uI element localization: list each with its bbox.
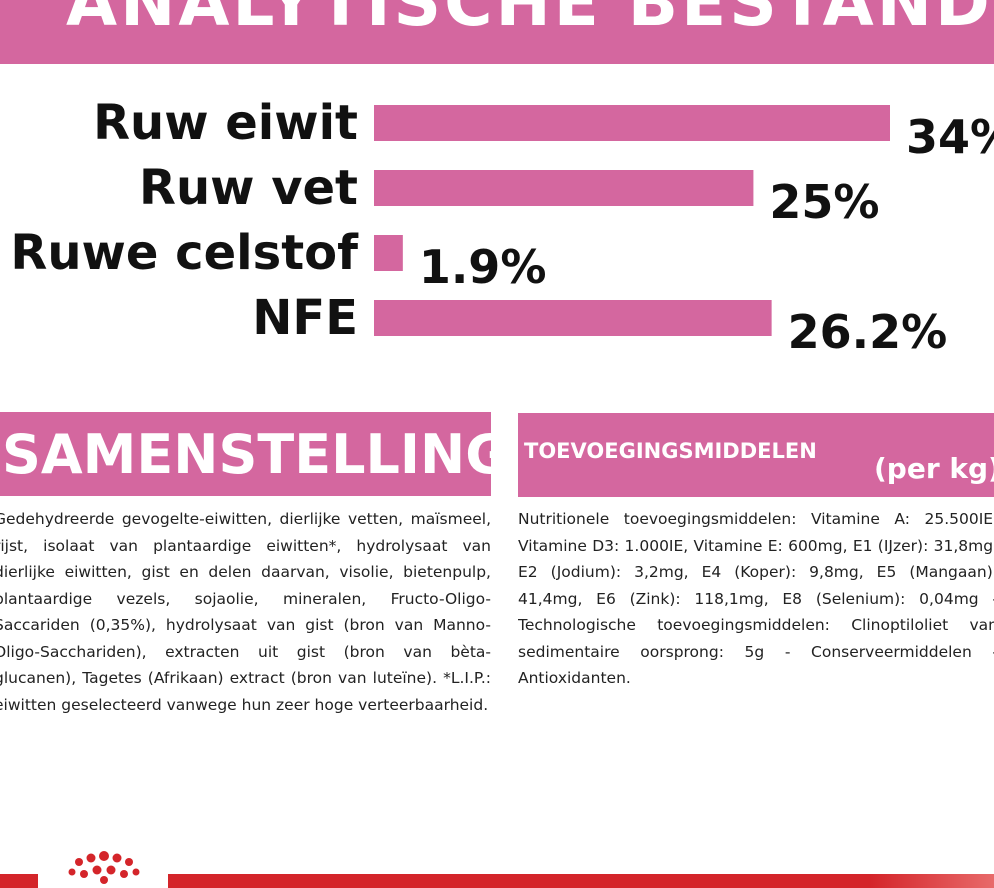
bar-value-label: 1.9% (419, 240, 547, 294)
bar (374, 170, 754, 206)
footer-bar (168, 874, 994, 888)
bar (374, 235, 403, 271)
samenstelling-text: Gedehydreerde gevogelte-eiwitten, dierli… (0, 510, 491, 714)
samenstelling-title: SAMENSTELLING (2, 423, 491, 486)
header-banner: ANALYTISCHE BESTANDDELEN (0, 0, 994, 64)
bar-label: Ruw vet (139, 160, 358, 216)
bar (374, 300, 772, 336)
bar-value-label: 25% (769, 175, 879, 229)
toevoegingsmiddelen-title: TOEVOEGINGSMIDDELEN (524, 439, 817, 463)
samenstelling-banner: SAMENSTELLING (0, 412, 491, 496)
page-title: ANALYTISCHE BESTANDDELEN (66, 0, 994, 41)
bar (374, 105, 890, 141)
crown-icon (68, 851, 140, 884)
bar-value-label: 34% (906, 110, 994, 164)
bar-label: Ruwe celstof (10, 225, 359, 281)
footer-bar-left (0, 874, 38, 888)
toevoegingsmiddelen-text: Nutritionele toevoegingsmiddelen: Vitami… (518, 510, 994, 687)
bar-label: NFE (252, 290, 358, 346)
toevoegingsmiddelen-banner: TOEVOEGINGSMIDDELEN (per kg) (518, 413, 994, 497)
bar-value-label: 26.2% (788, 305, 948, 359)
nutrient-bar-chart: Ruw eiwit 34% Ruw vet 25% Ruwe celstof 1.9% NF… (10, 95, 994, 359)
toevoegingsmiddelen-unit: (per kg) (874, 452, 994, 485)
bar-label: Ruw eiwit (93, 95, 358, 151)
